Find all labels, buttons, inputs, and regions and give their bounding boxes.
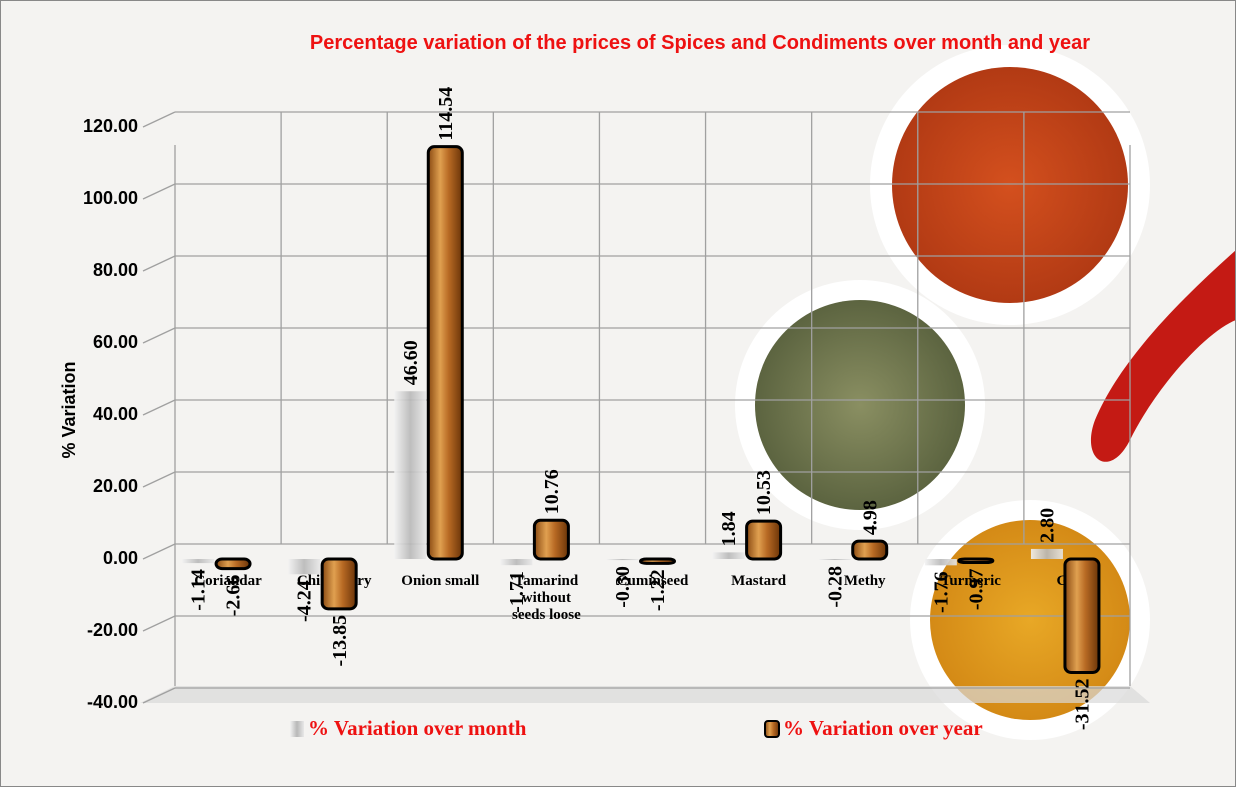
value-label: -0.97 [965, 568, 987, 610]
x-tick-box: Cuminseed [616, 573, 689, 589]
value-label: -4.24 [294, 580, 316, 622]
x-tick-label: Coriandar [194, 573, 262, 589]
y-tick-label: 80.00 [93, 260, 138, 280]
value-label: -1.76 [930, 571, 952, 613]
bar [500, 559, 533, 566]
x-tick-label: Mastard [731, 573, 787, 589]
x-tick-box: Tamarind without seeds loose [512, 573, 581, 623]
value-label: -1.14 [188, 569, 210, 611]
value-label: 10.76 [541, 469, 563, 514]
value-label: -1.71 [506, 571, 528, 613]
title-box: Percentage variation of the prices of Sp… [309, 32, 1091, 54]
y-tick-label: 20.00 [93, 476, 138, 496]
x-tick-box: Mastard [731, 573, 787, 589]
y-tick-label: -40.00 [87, 692, 138, 712]
x-tick-box: Turmeric [940, 573, 1001, 589]
y-tick-label: 40.00 [93, 404, 138, 424]
value-label: -0.28 [824, 566, 846, 608]
grid-line [142, 399, 176, 416]
bar [426, 145, 464, 561]
grid-line [142, 471, 176, 488]
legend-label: % Variation over month [308, 716, 527, 740]
bar [532, 518, 570, 561]
bar [214, 557, 252, 571]
bar [818, 559, 851, 561]
bar [745, 519, 783, 561]
y-tick-label: 100.00 [83, 188, 138, 208]
bar [924, 559, 957, 566]
bar [639, 557, 676, 565]
value-label: -31.52 [1072, 678, 1094, 730]
grid-line [142, 687, 176, 704]
bar [851, 539, 889, 561]
grid-line [142, 255, 176, 272]
x-tick-box: Coriandar [194, 573, 262, 589]
x-tick-label: Onion small [401, 573, 480, 589]
value-label: 46.60 [400, 340, 422, 385]
value-label: 4.98 [859, 500, 881, 535]
value-label: 2.80 [1037, 508, 1059, 543]
chili [1090, 250, 1236, 462]
bar [320, 557, 358, 611]
value-label: 114.54 [435, 87, 457, 141]
x-tick-label: Methy [843, 573, 886, 589]
floor [140, 686, 1150, 703]
value-label: -1.22 [647, 569, 669, 611]
grid-line [142, 183, 176, 200]
value-label: 1.84 [718, 511, 740, 546]
x-tick-label: Tamarind without seeds loose [512, 573, 581, 623]
bowl-spice [892, 67, 1128, 303]
value-label: 10.53 [753, 470, 775, 515]
y-tick-label: -20.00 [87, 620, 138, 640]
bar [394, 391, 427, 559]
bar [957, 557, 995, 564]
grid-line [142, 543, 176, 560]
bar [606, 559, 639, 561]
bar [712, 552, 745, 559]
bar [1063, 557, 1101, 674]
y-tick-label: 120.00 [83, 116, 138, 136]
x-tick-label: Cuminseed [616, 573, 689, 589]
bar [288, 559, 321, 575]
legend-swatch [764, 720, 780, 738]
x-tick-box: Onion small [401, 573, 480, 589]
legend-label: % Variation over year [783, 716, 983, 740]
y-axis-label: % Variation [59, 361, 79, 458]
value-label: -13.85 [329, 615, 351, 667]
y-tick-label: 60.00 [93, 332, 138, 352]
grid-line [142, 111, 176, 128]
bar [182, 559, 215, 564]
x-tick-box: Methy [843, 573, 886, 589]
value-label: -0.30 [612, 566, 634, 608]
chart-title: Percentage variation of the prices of Sp… [309, 32, 1091, 54]
y-tick-label: 0.00 [103, 548, 138, 568]
legend-swatch [290, 721, 304, 737]
bar [1030, 548, 1063, 559]
x-tick-label: Turmeric [940, 573, 1001, 589]
grid-line [142, 615, 176, 632]
bowl-spice [755, 300, 965, 510]
value-label: -2.66 [223, 575, 245, 617]
grid-line [142, 327, 176, 344]
